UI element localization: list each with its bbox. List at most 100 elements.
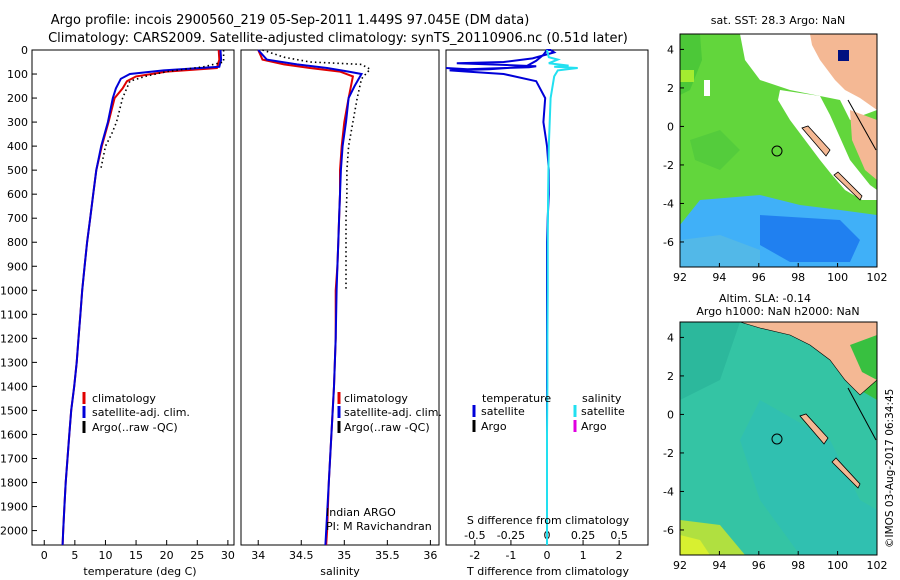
legend-label-climatology: climatology [92, 392, 156, 405]
x-top-tick-label: 0.25 [571, 529, 596, 542]
lat-tick-label: -4 [663, 197, 674, 210]
y-tick-label: 1700 [0, 452, 28, 465]
series-line-climatology [61, 49, 221, 546]
sla-map-frame [679, 321, 878, 556]
sla-map-lon-ticks: 92 94 96 98 100 102 [673, 551, 888, 572]
lat-tick-label: 4 [667, 331, 674, 344]
figure-title-line1: Argo profile: incois 2900560_219 05-Sep-… [51, 13, 530, 28]
x-top-tick-label: -0.25 [497, 529, 525, 542]
x-tick-label: 25 [190, 549, 204, 562]
lat-tick-label: 0 [667, 120, 674, 133]
salinity-axis-ticks: 34 34.5 35 35.5 36 [251, 540, 437, 562]
y-tick-label: 1500 [0, 404, 28, 417]
x-tick-label: 5 [71, 549, 78, 562]
depth-axis-ticks: 0 100 200 300 400 500 600 700 800 900 1000 1100 1200… [0, 44, 37, 538]
salinity-axes-frame [240, 49, 440, 546]
lon-tick-label: 94 [712, 559, 726, 572]
sla-map-lat-ticks: 4 2 0 -2 -4 -6 [663, 331, 684, 537]
series-line-satellite-adj-clim- [257, 49, 364, 546]
y-tick-label: 1200 [0, 332, 28, 345]
x-tick-label: 1 [580, 549, 587, 562]
figure-title-line2: Climatology: CARS2009. Satellite-adjuste… [48, 31, 628, 46]
sst-map-lat-ticks: 4 2 0 -2 -4 -6 [663, 43, 684, 249]
y-tick-label: 400 [7, 140, 28, 153]
sla-map-title-line2: Argo h1000: NaN h2000: NaN [696, 305, 859, 318]
x-tick-label: 0 [544, 549, 551, 562]
legend-label-satellite: satellite-adj. clim. [344, 406, 442, 419]
temperature-axes-frame [31, 49, 235, 546]
series-line-satellite-adj-clim- [61, 49, 223, 546]
y-tick-label: 1100 [0, 308, 28, 321]
lat-tick-label: -6 [663, 236, 674, 249]
lat-tick-label: 4 [667, 43, 674, 56]
lat-tick-label: -6 [663, 524, 674, 537]
salinity-legend: climatology satellite-adj. clim. Argo(..… [337, 392, 442, 434]
legend-label-argo: Argo(..raw -QC) [344, 421, 430, 434]
lat-tick-label: -2 [663, 447, 674, 460]
x-tick-label: 36 [423, 549, 437, 562]
legend-label-temp-satellite: satellite [481, 405, 525, 418]
temperature-panel: 0100200300400500600700800900100011001200… [0, 44, 235, 578]
lon-tick-label: 92 [673, 559, 687, 572]
lon-tick-label: 102 [867, 271, 888, 284]
salinity-panel: 34 34.5 35 35.5 36 salinity climatology sate… [240, 49, 442, 578]
x-tick-label: 34.5 [289, 549, 314, 562]
y-tick-label: 700 [7, 212, 28, 225]
series-line-climatology [257, 49, 355, 546]
x-tick-label: 20 [160, 549, 174, 562]
x-tick-label: 30 [221, 549, 235, 562]
legend-label-satellite: satellite-adj. clim. [92, 406, 190, 419]
sst-map-lon-ticks: 92 94 96 98 100 102 [673, 263, 888, 284]
salinity-axis-label: salinity [320, 565, 360, 578]
sst-map-panel: sat. SST: 28.3 Argo: NaN 92 94 96 98 100 102 … [663, 14, 887, 284]
lat-tick-label: 0 [667, 408, 674, 421]
salinity-series [257, 49, 372, 546]
x-top-tick-label: 0.5 [610, 529, 628, 542]
pi-annotation: PI: M Ravichandran [326, 520, 432, 533]
temperature-axis-ticks: 0 5 10 15 20 25 30 [41, 540, 235, 562]
x-tick-label: -1 [505, 549, 516, 562]
y-tick-label: 1000 [0, 284, 28, 297]
series-line-argo-raw-qc- [99, 50, 225, 171]
x-top-tick-label: -0.5 [464, 529, 485, 542]
y-tick-label: 1600 [0, 428, 28, 441]
lat-tick-label: -2 [663, 159, 674, 172]
x-tick-label: 35 [337, 549, 351, 562]
lat-tick-label: 2 [667, 82, 674, 95]
series-line-salinity-satellite [546, 49, 578, 545]
y-tick-label: 100 [7, 68, 28, 81]
y-tick-label: 500 [7, 164, 28, 177]
lon-tick-label: 92 [673, 271, 687, 284]
program-annotation: Indian ARGO [326, 506, 396, 519]
y-tick-label: 300 [7, 116, 28, 129]
lon-tick-label: 94 [712, 271, 726, 284]
footer-credit: ©IMOS 03-Aug-2017 06:34:45 [884, 389, 896, 548]
y-tick-label: 900 [7, 260, 28, 273]
lon-tick-label: 102 [867, 559, 888, 572]
s-difference-axis-label: S difference from climatology [467, 514, 630, 527]
difference-legend: temperature satellite Argo salinity sate… [472, 392, 625, 433]
x-tick-label: 2 [616, 549, 623, 562]
legend-label-sal-argo: Argo [581, 420, 607, 433]
lon-tick-label: 98 [791, 271, 805, 284]
sla-map-panel: Altim. SLA: -0.14 Argo h1000: NaN h2000:… [663, 292, 887, 572]
y-tick-label: 1300 [0, 356, 28, 369]
y-tick-label: 800 [7, 236, 28, 249]
x-tick-label: -2 [469, 549, 480, 562]
series-line-temperature-satellite [445, 49, 557, 545]
legend-heading-salinity: salinity [582, 392, 622, 405]
y-tick-label: 1900 [0, 501, 28, 514]
temperature-series [61, 49, 225, 546]
legend-heading-temperature: temperature [482, 392, 551, 405]
lon-tick-label: 96 [752, 559, 766, 572]
sst-map-image [680, 34, 877, 267]
sst-map-title: sat. SST: 28.3 Argo: NaN [711, 14, 845, 27]
legend-label-climatology: climatology [344, 392, 408, 405]
t-difference-axis-label: T difference from climatology [466, 565, 629, 578]
y-tick-label: 2000 [0, 525, 28, 538]
sla-map-image [680, 321, 878, 555]
series-line-argo-raw-qc- [262, 49, 372, 291]
temperature-legend: climatology satellite-adj. clim. Argo(..… [82, 392, 190, 434]
temperature-axis-label: temperature (deg C) [83, 565, 196, 578]
